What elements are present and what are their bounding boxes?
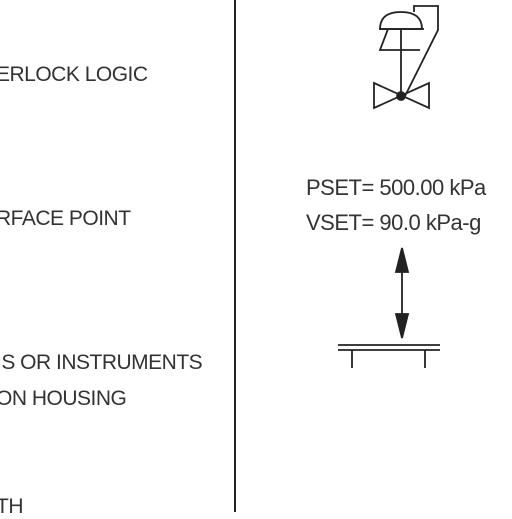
pressure-setpoint-label: PSET= 500.00 kPa (306, 175, 486, 200)
double-arrow-symbol (394, 247, 410, 339)
column-divider (234, 0, 236, 512)
legend-text-interlock-logic: ERLOCK LOGIC (0, 63, 148, 86)
support-symbol (338, 344, 440, 368)
legend-text-interface-point: RFACE POINT (0, 207, 131, 230)
vacuum-setpoint-label: VSET= 90.0 kPa-g (306, 210, 481, 235)
legend-text-instruments: IS OR INSTRUMENTS (0, 351, 203, 374)
legend-text-housing: ON HOUSING (0, 387, 127, 410)
control-valve-symbol (373, 5, 439, 110)
